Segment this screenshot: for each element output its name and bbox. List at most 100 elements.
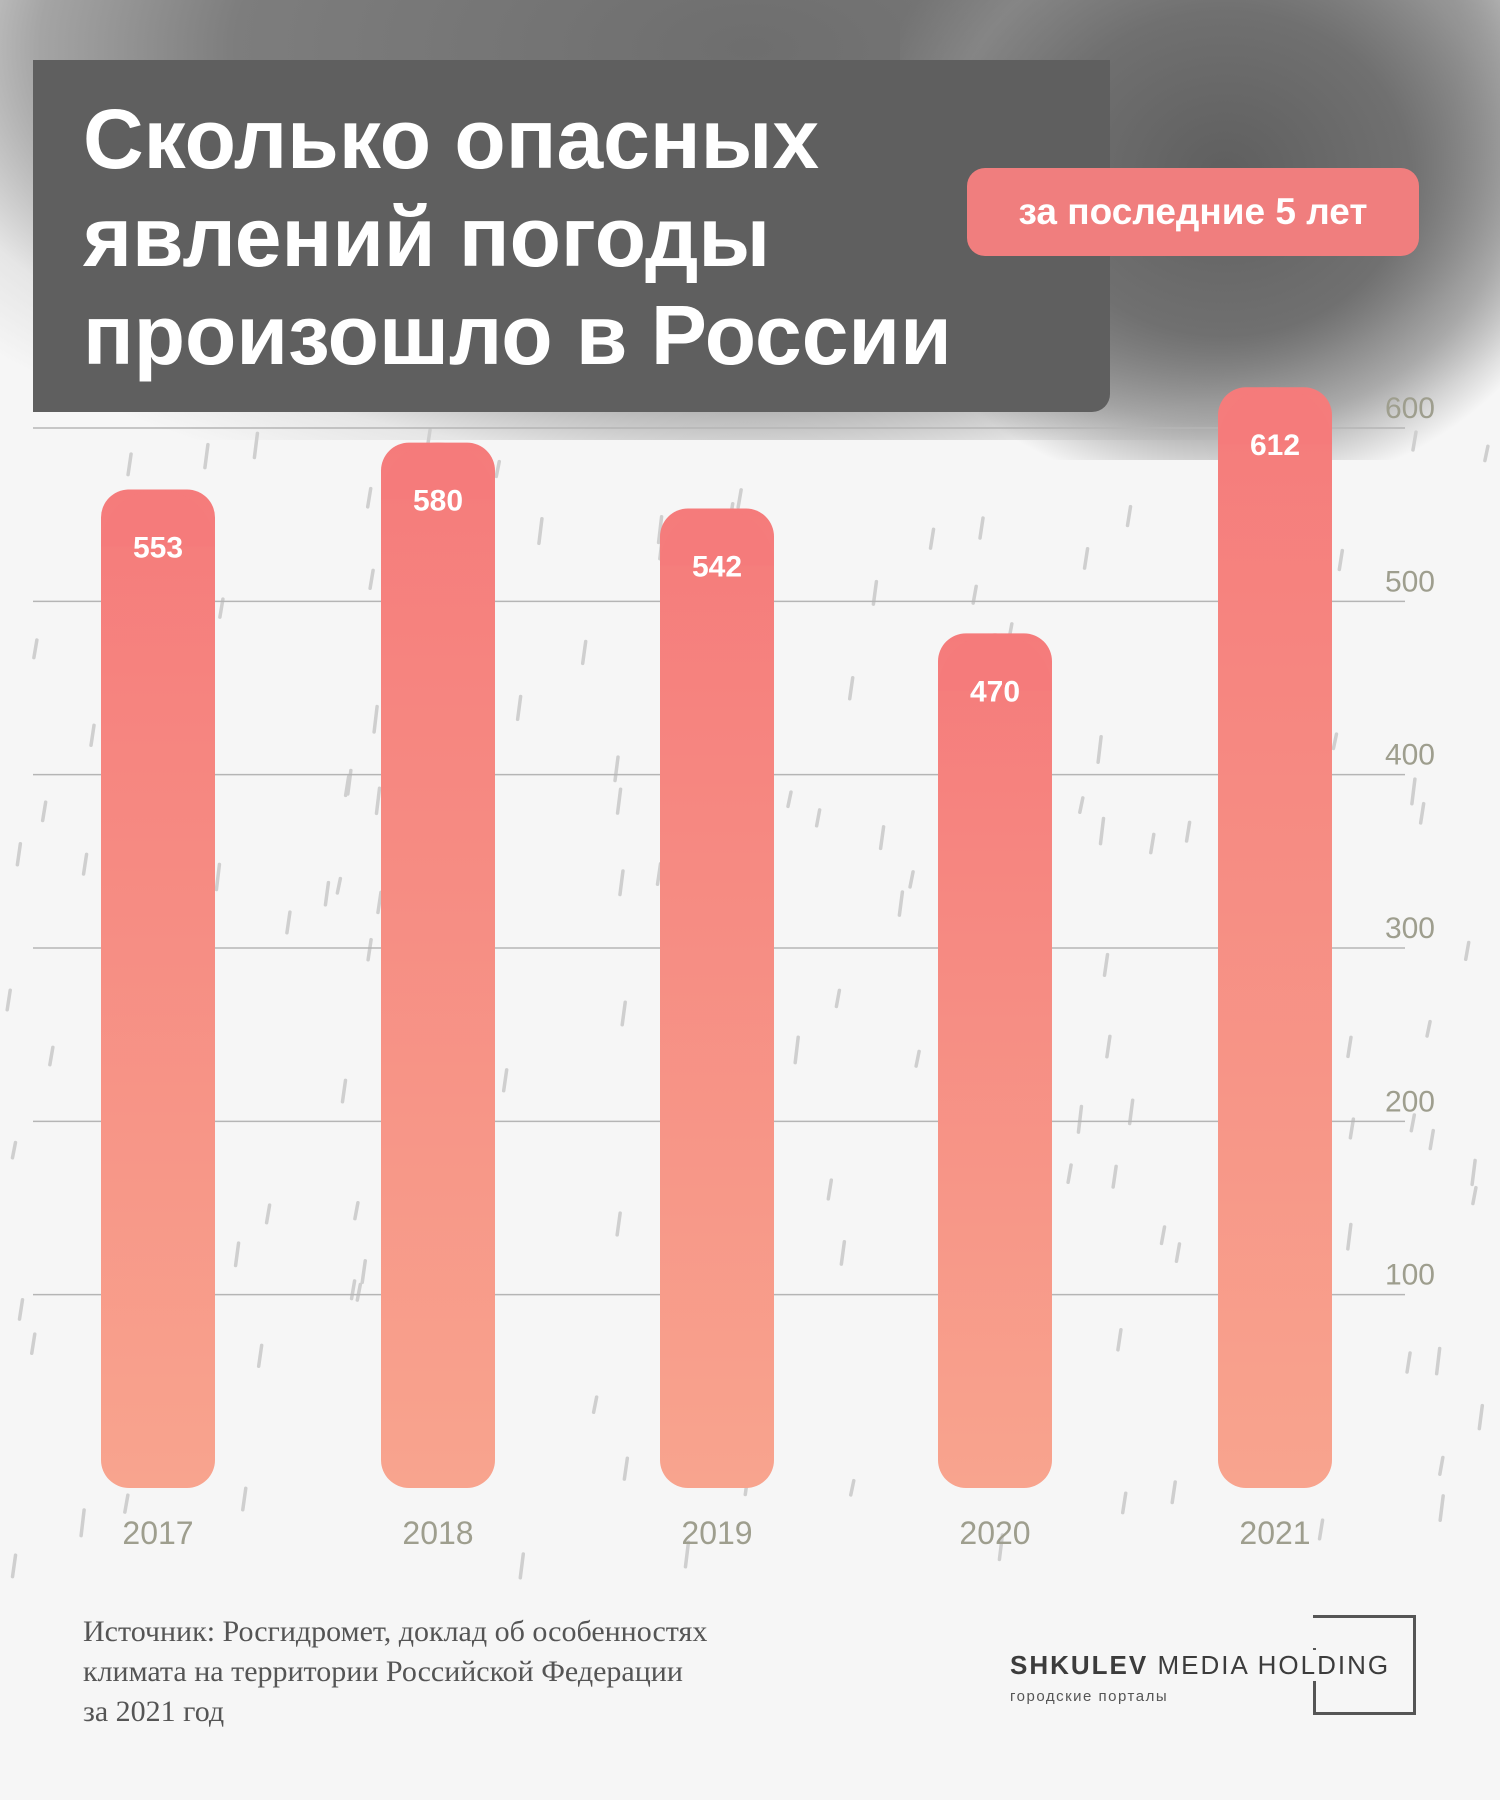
rain-drop	[368, 568, 375, 591]
rain-drop	[1111, 1164, 1118, 1189]
logo-rest-text: MEDIA HOLDING	[1148, 1650, 1391, 1680]
bar-cap-2017	[101, 489, 215, 547]
rain-drop	[285, 910, 292, 935]
rain-drop	[618, 869, 625, 897]
rain-drop	[871, 579, 879, 606]
rain-drop	[1120, 1491, 1128, 1515]
rain-drop	[1471, 1185, 1478, 1206]
title-line-2: явлений погоды	[83, 190, 771, 284]
x-tick-label-2018: 2018	[402, 1515, 473, 1551]
rain-drop	[48, 1045, 55, 1067]
y-tick-label-100: 100	[1385, 1259, 1435, 1292]
rain-drop	[1096, 734, 1103, 764]
rain-drop	[997, 1533, 1005, 1562]
rain-drop	[501, 1068, 509, 1093]
rain-drop	[971, 584, 978, 605]
rain-drop	[1066, 1163, 1073, 1185]
rain-drop	[518, 1552, 526, 1580]
rain-drop	[1425, 1019, 1432, 1038]
rain-drop	[372, 704, 379, 734]
rain-drop	[1428, 1128, 1436, 1151]
rain-drop	[1082, 546, 1090, 570]
rain-drop	[615, 1211, 622, 1237]
rain-drop	[656, 515, 664, 545]
bar-2020	[938, 633, 1052, 1488]
rain-drop	[366, 937, 373, 962]
rain-drop	[15, 842, 23, 867]
rain-drop	[89, 723, 96, 748]
rain-drop	[1483, 444, 1490, 463]
bar-cap-2018	[381, 442, 495, 500]
rain-drop	[1337, 548, 1345, 572]
source-line-3: за 2021 год	[83, 1695, 225, 1728]
rain-drop	[1346, 1035, 1353, 1059]
source-line-1: Источник: Росгидромет, доклад об особенн…	[83, 1615, 708, 1648]
title-line-1: Сколько опасных	[83, 92, 820, 186]
rain-drop	[335, 876, 343, 895]
x-tick-label-2021: 2021	[1239, 1515, 1310, 1551]
rain-drop	[736, 488, 743, 509]
logo-frame-left	[1313, 1648, 1316, 1715]
rain-drop	[1170, 1480, 1177, 1505]
rain-drop	[323, 880, 331, 907]
rain-drop	[1434, 1346, 1442, 1376]
bar-cap-2020	[938, 633, 1052, 691]
rain-drop	[374, 786, 382, 816]
source-line-2: климата на территории Российской Федерац…	[83, 1655, 683, 1688]
rain-drop	[365, 486, 373, 509]
x-tick-label-2017: 2017	[122, 1515, 193, 1551]
rain-drop	[252, 431, 260, 460]
publisher-logo: SHKULEV MEDIA HOLDING	[1010, 1650, 1397, 1681]
rain-drop	[1438, 1455, 1445, 1476]
rain-drop	[897, 890, 905, 917]
data-label-2020: 470	[970, 675, 1020, 708]
rain-drop	[79, 1508, 86, 1538]
rain-drop	[1405, 1351, 1412, 1374]
rain-drop	[814, 808, 822, 828]
rain-drop	[591, 1395, 599, 1414]
rain-drop	[1410, 777, 1417, 806]
rain-drop	[839, 1240, 847, 1266]
rain-drop	[343, 774, 351, 798]
rain-drop	[1174, 1242, 1182, 1264]
rain-drop	[878, 825, 886, 851]
rain-drop	[1184, 820, 1192, 843]
rain-drop	[1418, 801, 1426, 825]
logo-frame-bottom	[1313, 1712, 1416, 1715]
rain-drop	[847, 675, 855, 701]
rain-drop	[126, 452, 133, 477]
rain-drop	[515, 694, 523, 722]
rain-drop	[615, 787, 623, 815]
rain-drop	[40, 800, 48, 823]
logo-subtitle: городские порталы	[1010, 1688, 1169, 1705]
rain-drop	[1411, 430, 1418, 452]
rain-drop	[360, 1259, 367, 1285]
rain-drop	[214, 862, 222, 892]
y-tick-label-500: 500	[1385, 565, 1435, 598]
y-axis-ticks: 100 200 300 400 500 600	[1385, 392, 1435, 1292]
rain-drop	[834, 988, 842, 1009]
rain-drop	[349, 1279, 357, 1301]
rain-drop	[5, 988, 12, 1012]
bar-2017	[101, 489, 215, 1488]
rain-drop	[786, 790, 793, 809]
y-tick-label-300: 300	[1385, 912, 1435, 945]
y-tick-label-600: 600	[1385, 392, 1435, 425]
rain-drop	[537, 516, 544, 546]
rain-drop	[1409, 1113, 1417, 1133]
rain-drop	[1346, 1222, 1353, 1251]
rain-drop	[30, 1332, 37, 1355]
logo-bold-text: SHKULEV	[1010, 1650, 1149, 1680]
rain-drop	[81, 852, 89, 876]
rain-drop	[793, 1035, 800, 1065]
title-line-3: произошло в России	[83, 288, 952, 382]
rain-drop	[355, 1282, 363, 1302]
rain-drop	[1331, 732, 1339, 751]
rain-drop	[123, 1493, 130, 1514]
x-axis-ticks: 2017 2018 2019 2020 2021	[122, 1515, 1310, 1551]
rain-drop	[256, 1343, 264, 1368]
bar-2021	[1218, 387, 1332, 1489]
rain-drop	[826, 1178, 834, 1201]
rain-drop	[241, 1486, 248, 1512]
